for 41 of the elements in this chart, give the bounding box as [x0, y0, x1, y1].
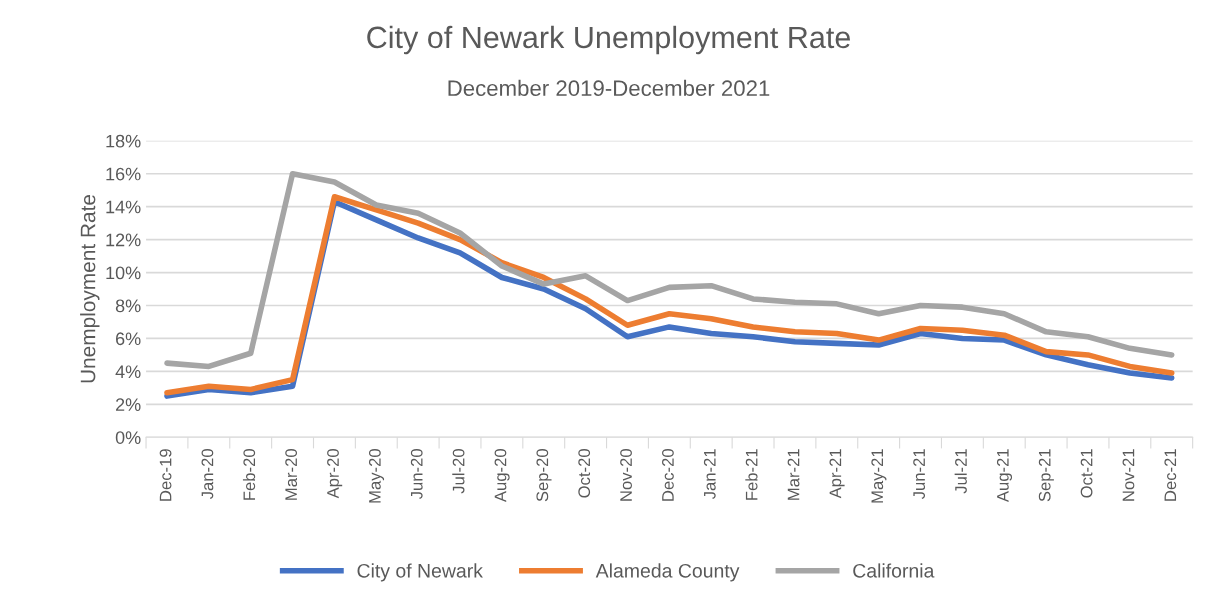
- y-tick-label: 8%: [115, 299, 141, 313]
- y-tick-label: 2%: [115, 398, 141, 411]
- x-tick-label: Jan-21: [703, 449, 716, 500]
- x-tick-label: May-20: [368, 449, 385, 503]
- x-tick-label: Nov-20: [620, 449, 632, 501]
- legend-label: Alameda County: [595, 563, 740, 582]
- x-tick-label: Sep-20: [536, 449, 552, 502]
- x-tick-label: Oct-20: [578, 449, 591, 498]
- y-tick-label: 0%: [115, 431, 141, 444]
- y-tick-label: 10%: [106, 266, 141, 280]
- chart-title: City of Newark Unemployment Rate: [367, 25, 850, 55]
- x-tick-label: Jun-21: [913, 449, 926, 500]
- x-tick-label: Mar-20: [285, 449, 298, 500]
- legend-label: California: [853, 563, 935, 578]
- x-tick-label: May-21: [871, 449, 887, 503]
- y-tick-label: 14%: [106, 200, 141, 214]
- x-tick-label: Oct-21: [1080, 449, 1093, 498]
- y-tick-label: 12%: [106, 233, 141, 247]
- y-tick-label: 4%: [115, 365, 141, 379]
- x-tick-label: Jan-20: [201, 449, 214, 500]
- x-tick-label: Jul-21: [954, 449, 967, 494]
- x-tick-label: Feb-20: [242, 449, 256, 500]
- x-tick-label: Sep-21: [1038, 449, 1054, 502]
- x-tick-label: Apr-20: [327, 449, 343, 499]
- chart-subtitle: December 2019-December 2021: [448, 79, 770, 97]
- y-tick-label: 16%: [106, 167, 141, 181]
- y-tick-label: 6%: [116, 332, 141, 346]
- x-tick-label: Feb-21: [745, 449, 758, 500]
- x-tick-label: Dec-19: [159, 449, 172, 501]
- x-tick-label: Dec-21: [1164, 449, 1177, 501]
- x-tick-label: Mar-21: [787, 449, 800, 500]
- legend-label: City of Newark: [357, 563, 483, 582]
- x-tick-label: Jun-20: [410, 449, 423, 500]
- y-axis-title: Unemployment Rate: [80, 194, 100, 383]
- x-tick-label: Dec-20: [662, 449, 674, 501]
- y-tick-label: 18%: [106, 134, 141, 148]
- x-tick-label: Nov-21: [1122, 449, 1135, 501]
- x-tick-label: Apr-21: [829, 449, 845, 499]
- x-tick-label: Aug-21: [996, 449, 1013, 503]
- x-tick-label: Aug-20: [494, 449, 510, 503]
- x-tick-label: Jul-20: [452, 449, 465, 494]
